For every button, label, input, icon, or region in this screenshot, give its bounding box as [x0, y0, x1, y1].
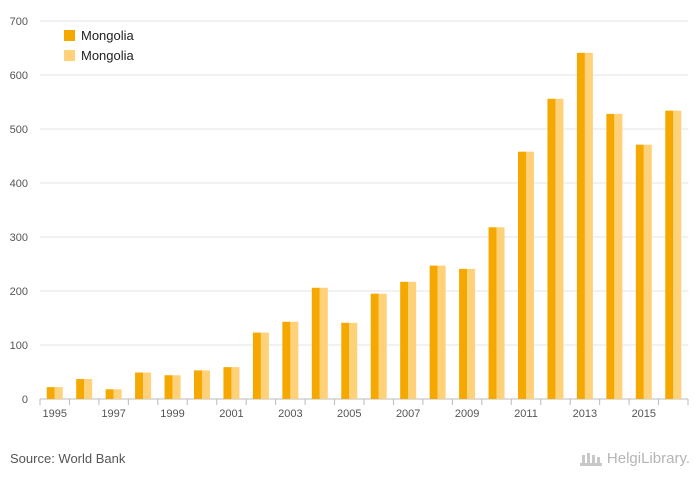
- bar-series1-2016[interactable]: [665, 110, 674, 399]
- source-note: Source: World Bank: [10, 451, 126, 466]
- x-tick-label: 2003: [278, 408, 302, 420]
- bar-series1-2000[interactable]: [194, 370, 202, 399]
- library-icon: [579, 453, 602, 466]
- bar-series2-2007[interactable]: [408, 281, 417, 399]
- bar-series2-2003[interactable]: [290, 321, 299, 399]
- bar-series2-2015[interactable]: [643, 144, 652, 399]
- y-tick-label: 700: [10, 16, 28, 28]
- y-tick-label: 200: [10, 286, 28, 298]
- axes: 0 100 200 300 400 500 600 700 1995 1997 1999 2001 20…: [10, 16, 689, 420]
- bar-series2-1997[interactable]: [113, 389, 122, 399]
- legend: Mongolia Mongolia: [64, 28, 135, 63]
- bar-series1-2003[interactable]: [282, 321, 291, 399]
- bar-series1-2010[interactable]: [488, 227, 497, 399]
- bar-series1-1999[interactable]: [164, 375, 173, 399]
- bar-series1-2011[interactable]: [518, 151, 526, 399]
- bars: [46, 52, 682, 400]
- legend-label-1[interactable]: Mongolia: [81, 28, 135, 43]
- brand-name: HelgiLibrary.: [606, 449, 690, 467]
- bar-series2-2009[interactable]: [467, 268, 476, 399]
- bar-series2-2011[interactable]: [526, 151, 534, 399]
- x-tick-label: 2015: [632, 408, 656, 420]
- x-tick-label: 1997: [101, 408, 125, 420]
- bar-series2-2000[interactable]: [202, 370, 210, 399]
- bar-series1-2009[interactable]: [459, 268, 468, 399]
- bar-series2-1995[interactable]: [54, 387, 63, 399]
- bar-series1-2013[interactable]: [576, 52, 585, 400]
- x-tick-label: 2007: [396, 408, 420, 420]
- bar-series2-2006[interactable]: [378, 293, 387, 399]
- grid-lines: [40, 20, 688, 346]
- y-tick-label: 100: [10, 340, 28, 352]
- bar-series2-2010[interactable]: [496, 227, 505, 399]
- bar-series1-2015[interactable]: [635, 144, 644, 399]
- x-tick-label: 2011: [514, 408, 538, 420]
- bar-series1-2012[interactable]: [547, 98, 556, 399]
- bar-series1-1995[interactable]: [46, 387, 55, 399]
- y-tick-label: 300: [10, 232, 28, 244]
- y-tick-label: 0: [22, 394, 28, 406]
- bar-series1-2007[interactable]: [400, 281, 409, 399]
- x-tick-label: 2009: [455, 408, 479, 420]
- bar-series2-2016[interactable]: [673, 110, 682, 399]
- bar-series1-2006[interactable]: [370, 293, 379, 399]
- bar-series2-2012[interactable]: [555, 98, 564, 399]
- bar-series1-2014[interactable]: [606, 113, 615, 399]
- bar-series1-2002[interactable]: [252, 332, 261, 399]
- bar-series2-2005[interactable]: [349, 322, 358, 399]
- x-tick-label: 2005: [337, 408, 361, 420]
- bar-series1-2008[interactable]: [429, 265, 438, 399]
- bar-series1-2005[interactable]: [341, 322, 350, 399]
- y-tick-label: 500: [10, 124, 28, 136]
- bar-series2-2002[interactable]: [260, 332, 269, 399]
- bar-series1-1997[interactable]: [105, 389, 114, 399]
- bar-series1-2001[interactable]: [223, 367, 232, 399]
- bar-series2-2014[interactable]: [614, 113, 623, 399]
- bar-series2-2013[interactable]: [584, 52, 593, 400]
- legend-swatch-1: [64, 30, 75, 41]
- y-tick-label: 400: [10, 178, 28, 190]
- bar-series1-1996[interactable]: [76, 379, 85, 399]
- x-tick-label: 1999: [160, 408, 184, 420]
- bar-series2-1996[interactable]: [84, 379, 93, 399]
- x-tick-label: 2013: [573, 408, 597, 420]
- bar-series1-2004[interactable]: [311, 287, 320, 399]
- bar-series2-2004[interactable]: [319, 287, 328, 399]
- bar-series2-1998[interactable]: [143, 372, 152, 399]
- brand-logo[interactable]: HelgiLibrary.: [579, 449, 690, 467]
- x-tick-label: 2001: [219, 408, 243, 420]
- bar-series2-2008[interactable]: [437, 265, 446, 399]
- y-tick-label: 600: [10, 70, 28, 82]
- legend-swatch-2: [64, 50, 75, 61]
- bar-series2-2001[interactable]: [231, 367, 240, 399]
- x-tick-label: 1995: [42, 408, 66, 420]
- bar-series1-1998[interactable]: [135, 372, 144, 399]
- legend-label-2[interactable]: Mongolia: [81, 48, 135, 63]
- bar-series2-1999[interactable]: [172, 375, 181, 399]
